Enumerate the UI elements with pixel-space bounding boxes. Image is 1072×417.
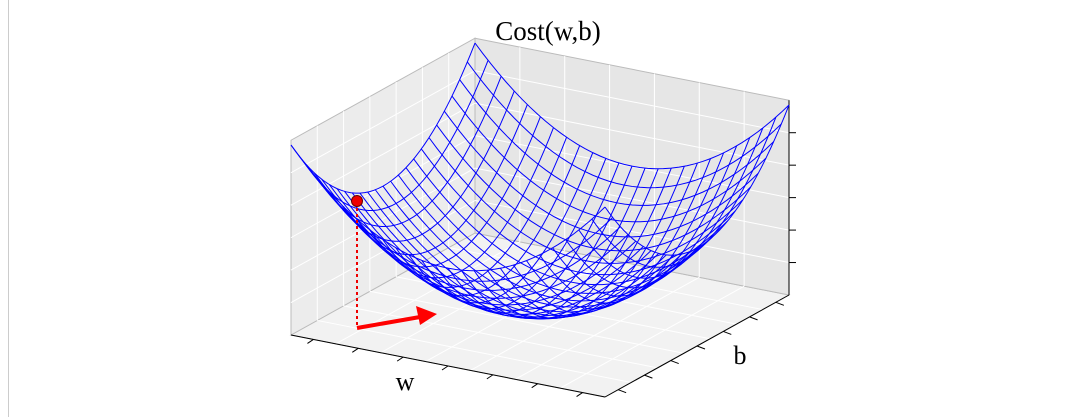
wire-line xyxy=(459,79,775,206)
wire-line xyxy=(591,116,777,268)
y-axis-label: b xyxy=(734,341,747,370)
axis-line xyxy=(670,360,679,365)
axis-line xyxy=(696,345,706,350)
wire-line xyxy=(604,104,790,256)
axis-line xyxy=(441,365,449,371)
pane-grid-line xyxy=(515,276,700,380)
axis-line xyxy=(352,347,359,353)
x-axis-label: w xyxy=(396,367,415,396)
pane-grid-line xyxy=(380,250,565,354)
pane-grid-line xyxy=(474,200,790,264)
wire-line xyxy=(565,137,751,289)
axis-line xyxy=(576,392,583,397)
pane-grid-line xyxy=(470,267,655,371)
axis-line xyxy=(644,374,653,379)
axis-line xyxy=(307,339,314,344)
pane-grid-line xyxy=(343,305,658,369)
pane-grid-line xyxy=(290,167,476,271)
axis-line xyxy=(749,316,758,321)
current-point xyxy=(351,195,363,207)
axis-line xyxy=(396,356,404,362)
pane-grid-line xyxy=(369,290,684,354)
wireframe xyxy=(290,42,790,320)
gradient-marker xyxy=(351,195,437,330)
pane-grid-line xyxy=(474,102,790,166)
axis-line xyxy=(775,301,785,306)
axis-line xyxy=(617,389,627,394)
chart-title: Cost(w,b) xyxy=(495,16,601,46)
axis-line xyxy=(531,383,538,389)
pane-grid-line xyxy=(474,70,790,134)
pane-grid-line xyxy=(317,319,632,383)
pane-grid-line xyxy=(559,285,745,389)
wire-line xyxy=(451,95,767,223)
wire-line xyxy=(474,42,790,170)
axis-line xyxy=(486,374,494,380)
wire-line xyxy=(578,127,764,279)
arrow-head xyxy=(416,306,437,325)
wire-line xyxy=(466,61,782,189)
axis-line xyxy=(723,330,732,335)
pane-grid-line xyxy=(290,200,476,303)
arrow-shaft xyxy=(356,315,421,330)
axes-box xyxy=(289,37,796,398)
pane-grid-line xyxy=(290,70,476,174)
wire-line xyxy=(443,110,759,238)
pane-grid-line xyxy=(290,102,476,206)
